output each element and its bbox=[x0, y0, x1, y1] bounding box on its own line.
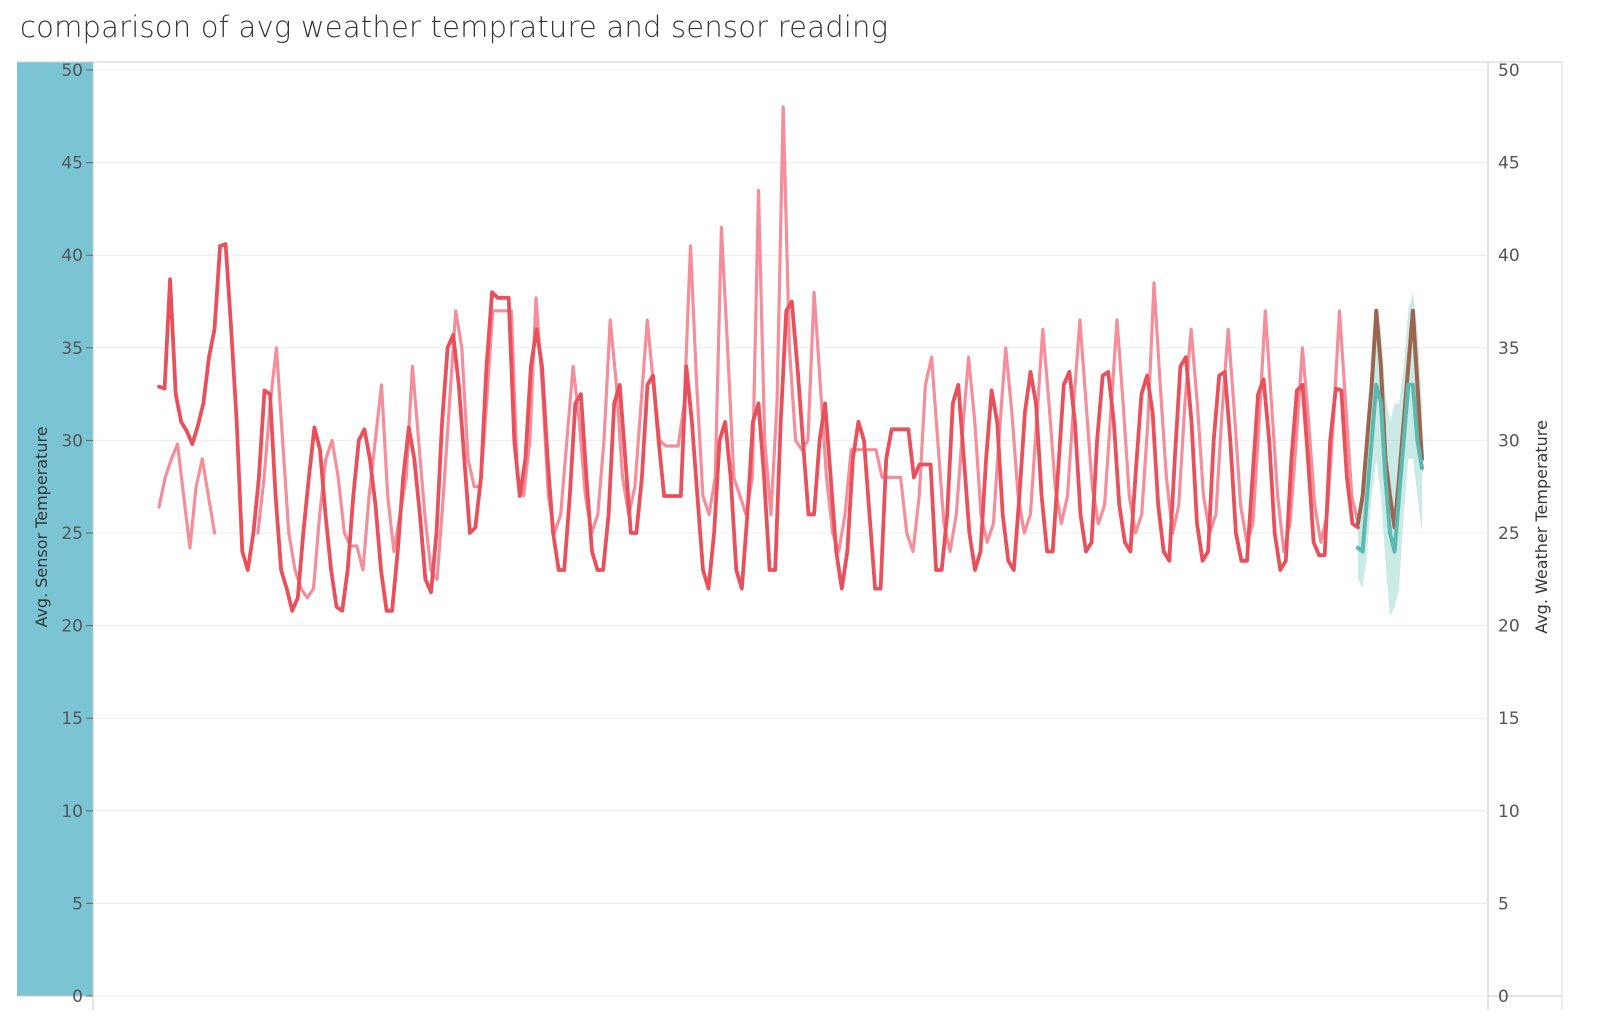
left-tick-label: 10 bbox=[61, 802, 83, 822]
left-tick-label: 0 bbox=[72, 987, 83, 1007]
right-tick-label: 20 bbox=[1498, 617, 1520, 637]
weather-temperature-line bbox=[256, 105, 1360, 600]
chart-title: comparison of avg weather temprature and… bbox=[20, 10, 889, 44]
forecast-sensor-line bbox=[1356, 308, 1424, 530]
right-tick-label: 35 bbox=[1498, 339, 1520, 359]
right-tick-label: 25 bbox=[1498, 524, 1520, 544]
right-tick-label: 0 bbox=[1498, 987, 1509, 1007]
gridlines bbox=[93, 69, 1488, 997]
sensor-temperature-line bbox=[157, 242, 1360, 613]
right-y-axis: 0 5 10 15 20 25 30 35 40 45 50 bbox=[1498, 61, 1520, 1007]
left-y-axis: 0 5 10 15 20 25 30 35 40 45 50 bbox=[61, 61, 93, 1007]
forecast-weather-line bbox=[1356, 382, 1424, 554]
left-tick-label: 40 bbox=[61, 246, 83, 266]
right-tick-label: 5 bbox=[1498, 894, 1509, 914]
left-axis-title: Avg. Sensor Temperature bbox=[32, 426, 51, 627]
left-tick-label: 35 bbox=[61, 339, 83, 359]
left-axis-band bbox=[17, 62, 93, 996]
left-tick-label: 15 bbox=[61, 709, 83, 729]
right-tick-label: 50 bbox=[1498, 61, 1520, 81]
left-tick-label: 25 bbox=[61, 524, 83, 544]
series-layer bbox=[157, 105, 1424, 617]
right-tick-label: 15 bbox=[1498, 709, 1520, 729]
right-tick-label: 40 bbox=[1498, 246, 1520, 266]
weather-temperature-line bbox=[157, 442, 217, 550]
left-tick-label: 30 bbox=[61, 431, 83, 451]
left-tick-label: 20 bbox=[61, 617, 83, 637]
right-tick-label: 10 bbox=[1498, 802, 1520, 822]
left-tick-label: 50 bbox=[61, 61, 83, 81]
right-axis-title: Avg. Weather Temperature bbox=[1532, 420, 1551, 634]
right-tick-label: 45 bbox=[1498, 154, 1520, 174]
left-tick-label: 5 bbox=[72, 894, 83, 914]
right-tick-label: 30 bbox=[1498, 431, 1520, 451]
left-tick-label: 45 bbox=[61, 154, 83, 174]
